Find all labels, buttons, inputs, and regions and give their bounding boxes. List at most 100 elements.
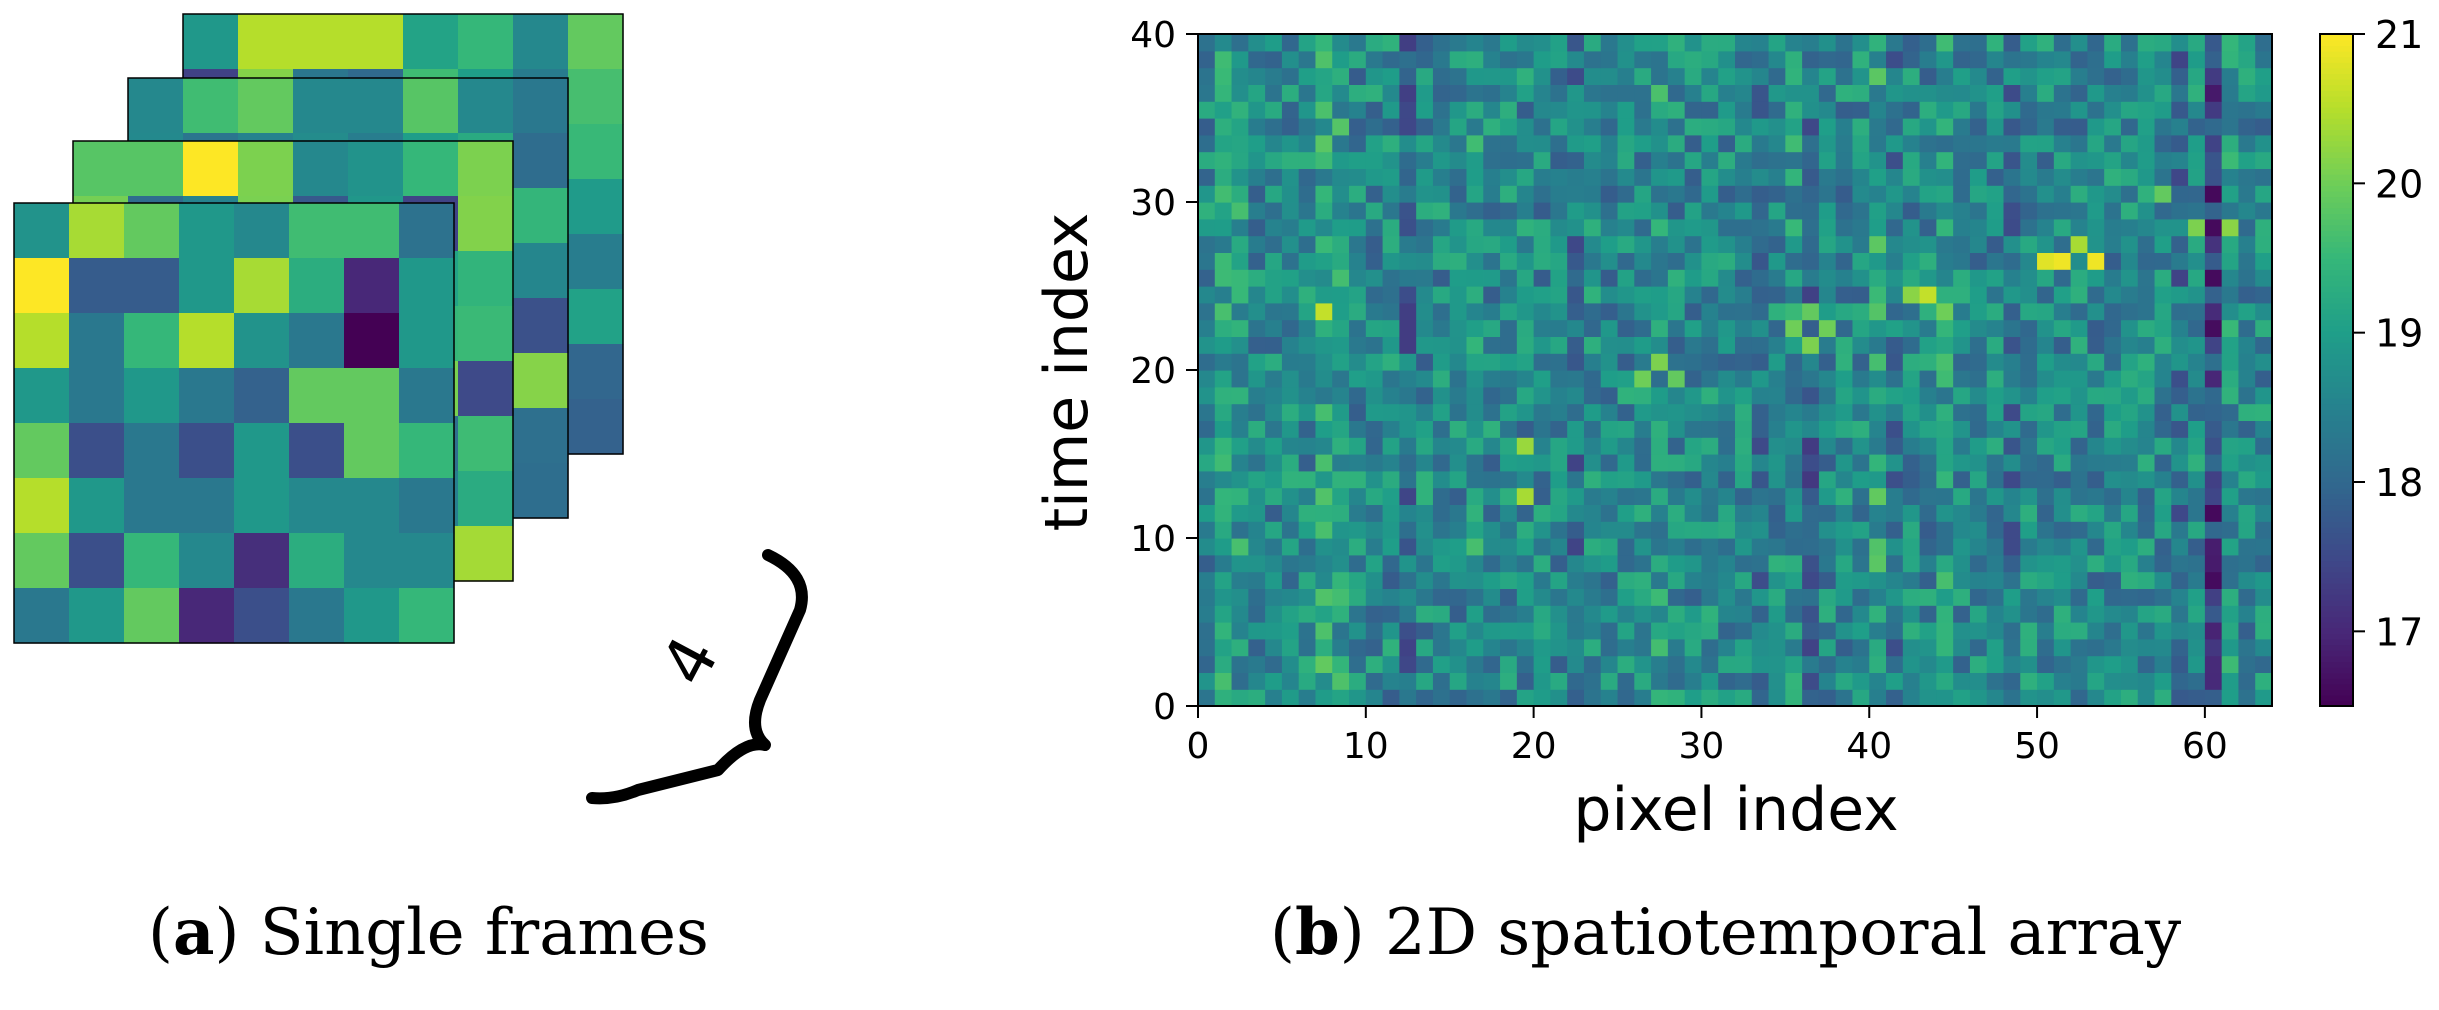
heatmap-cell: [1718, 67, 1736, 85]
heatmap-cell: [2137, 638, 2156, 657]
heatmap-cell: [2120, 50, 2139, 69]
heatmap-cell: [1785, 521, 1803, 539]
heatmap-cell: [1231, 689, 1249, 707]
heatmap-cell: [1718, 319, 1736, 337]
heatmap-cell: [1969, 420, 1988, 438]
heatmap-cell: [2171, 521, 2189, 539]
heatmap-cell: [1953, 67, 1971, 85]
heatmap-cell: [1701, 302, 1719, 321]
heatmap-cell: [1634, 689, 1652, 707]
heatmap-cell: [1684, 336, 1703, 354]
heatmap-cell: [2255, 605, 2273, 623]
heatmap-cell: [1902, 454, 1921, 472]
heatmap-cell: [1583, 185, 1602, 203]
heatmap-cell: [1768, 672, 1786, 690]
heatmap-cell: [2087, 689, 2105, 707]
heatmap-cell: [2003, 672, 2021, 690]
heatmap-cell: [2053, 504, 2072, 522]
heatmap-cell: [2204, 437, 2223, 455]
heatmap-cell: [1701, 420, 1719, 438]
heatmap-cell: [1651, 420, 1669, 438]
heatmap-cell: [1399, 134, 1417, 153]
heatmap-cell: [2087, 454, 2105, 472]
heatmap-cell: [1600, 252, 1619, 270]
heatmap-cell: [1516, 336, 1535, 354]
heatmap-cell: [1416, 588, 1434, 606]
heatmap-cell: [1214, 655, 1233, 673]
heatmap-cell: [1634, 655, 1652, 673]
heatmap-cell: [2104, 487, 2122, 505]
heatmap-cell: [1651, 521, 1669, 539]
heatmap-cell: [1735, 269, 1753, 287]
heatmap-cell: [1500, 454, 1518, 472]
heatmap-cell: [2238, 370, 2256, 388]
heatmap-cell: [1936, 370, 1954, 388]
heatmap-cell: [1265, 319, 1283, 337]
heatmap-cell: [1667, 302, 1686, 321]
heatmap-cell: [1617, 353, 1635, 371]
heatmap-cell: [1349, 235, 1367, 253]
heatmap-cell: [1365, 34, 1384, 52]
heatmap-cell: [1198, 454, 1216, 472]
heatmap-cell: [1651, 118, 1669, 136]
frame-3-cell: [348, 141, 404, 197]
heatmap-cell: [1550, 101, 1568, 119]
heatmap-cell: [1248, 470, 1266, 489]
heatmap-cell: [1214, 386, 1233, 405]
colorbar-segment: [2320, 683, 2353, 690]
heatmap-cell: [1567, 353, 1585, 371]
heatmap-cell: [1432, 521, 1451, 539]
heatmap-cell: [1936, 386, 1954, 405]
heatmap-cell: [1936, 437, 1954, 455]
heatmap-cell: [1986, 538, 2005, 556]
heatmap-cell: [2255, 454, 2273, 472]
heatmap-cell: [1735, 319, 1753, 337]
heatmap-cell: [1902, 151, 1921, 169]
heatmap-cell: [2120, 101, 2139, 119]
heatmap-cell: [1583, 521, 1602, 539]
heatmap-cell: [1248, 554, 1266, 573]
heatmap-cell: [1533, 672, 1552, 690]
heatmap-cell: [1684, 521, 1703, 539]
heatmap-cell: [2221, 571, 2240, 589]
heatmap-cell: [1416, 554, 1434, 573]
heatmap-cell: [1214, 638, 1233, 657]
heatmap-cell: [2037, 638, 2055, 657]
heatmap-cell: [1583, 470, 1602, 489]
heatmap-cell: [1399, 101, 1417, 119]
heatmap-cell: [2037, 84, 2055, 102]
heatmap-cell: [2120, 336, 2139, 354]
heatmap-cell: [2137, 437, 2156, 455]
heatmap-cell: [1483, 689, 1501, 707]
heatmap-cell: [2221, 50, 2240, 69]
heatmap-cell: [2070, 168, 2089, 186]
heatmap-cell: [2120, 420, 2139, 438]
heatmap-cell: [1953, 286, 1971, 304]
heatmap-cell: [1852, 655, 1870, 673]
heatmap-cell: [1332, 134, 1350, 153]
heatmap-cell: [1818, 134, 1837, 153]
heatmap-cell: [1751, 689, 1770, 707]
heatmap-cell: [1852, 235, 1870, 253]
heatmap-cell: [1852, 34, 1870, 52]
heatmap-cell: [1751, 269, 1770, 287]
heatmap-cell: [1953, 571, 1971, 589]
heatmap-cell: [1231, 622, 1249, 640]
heatmap-cell: [1332, 420, 1350, 438]
heatmap-cell: [1533, 504, 1552, 522]
heatmap-cell: [2137, 672, 2156, 690]
heatmap-cell: [1684, 470, 1703, 489]
colorbar-segment: [2320, 515, 2353, 522]
heatmap-cell: [1802, 420, 1820, 438]
frame-4-cell: [289, 313, 345, 369]
heatmap-cell: [1365, 571, 1384, 589]
colorbar-segment: [2320, 252, 2353, 259]
heatmap-cell: [1332, 386, 1350, 405]
heatmap-cell: [2087, 638, 2105, 657]
colorbar-segment: [2320, 308, 2353, 315]
heatmap-cell: [1835, 151, 1854, 169]
heatmap-cell: [1281, 168, 1300, 186]
heatmap-cell: [1315, 269, 1333, 287]
heatmap-cell: [1382, 34, 1400, 52]
heatmap-cell: [1231, 521, 1249, 539]
